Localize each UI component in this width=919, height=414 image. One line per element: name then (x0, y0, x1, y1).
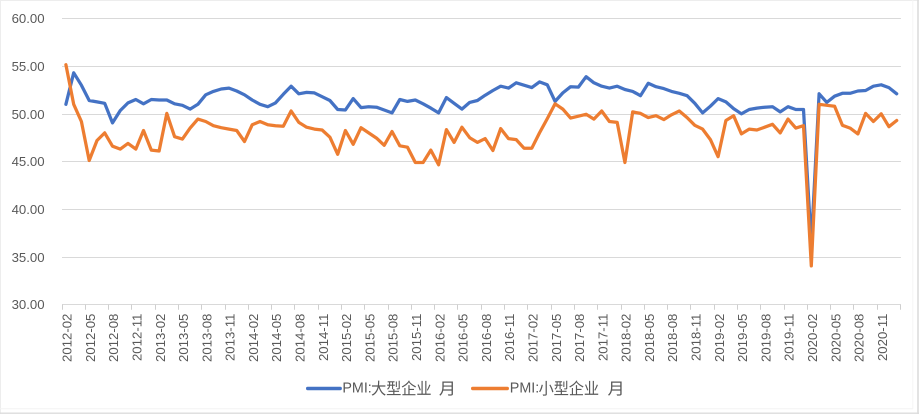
svg-text:2016-05: 2016-05 (456, 314, 471, 362)
svg-text:50.00: 50.00 (12, 107, 45, 122)
svg-text:2012-11: 2012-11 (130, 314, 145, 361)
svg-text:2012-02: 2012-02 (60, 314, 75, 362)
svg-text:2019-11: 2019-11 (782, 314, 797, 361)
svg-text:35.00: 35.00 (12, 250, 45, 265)
svg-text:2018-11: 2018-11 (689, 314, 704, 361)
svg-text:2019-02: 2019-02 (712, 314, 727, 362)
svg-text:2013-05: 2013-05 (176, 314, 191, 362)
svg-text:PMI:: PMI: (342, 380, 371, 396)
svg-text:2016-11: 2016-11 (502, 314, 517, 361)
svg-text:2019-05: 2019-05 (735, 314, 750, 362)
svg-text:2014-11: 2014-11 (316, 314, 331, 361)
svg-text:2017-08: 2017-08 (572, 314, 587, 362)
svg-text:2020-11: 2020-11 (875, 314, 890, 361)
svg-text:2016-08: 2016-08 (479, 314, 494, 362)
svg-text:2014-08: 2014-08 (293, 314, 308, 362)
svg-text:2013-11: 2013-11 (223, 314, 238, 361)
svg-text:40.00: 40.00 (12, 202, 45, 217)
svg-text:2013-08: 2013-08 (199, 314, 214, 362)
svg-text:30.00: 30.00 (12, 297, 45, 312)
svg-text:2016-02: 2016-02 (432, 314, 447, 362)
svg-text:2018-05: 2018-05 (642, 314, 657, 362)
svg-text:2017-11: 2017-11 (595, 314, 610, 361)
svg-text:2017-05: 2017-05 (549, 314, 564, 362)
svg-text:2018-08: 2018-08 (665, 314, 680, 362)
svg-text:2019-08: 2019-08 (758, 314, 773, 362)
svg-text:2014-02: 2014-02 (246, 314, 261, 362)
svg-text:2020-08: 2020-08 (852, 314, 867, 362)
svg-text:PMI:: PMI: (510, 380, 539, 396)
svg-text:45.00: 45.00 (12, 154, 45, 169)
svg-text:55.00: 55.00 (12, 59, 45, 74)
svg-text:2012-05: 2012-05 (83, 314, 98, 362)
svg-text:2020-02: 2020-02 (805, 314, 820, 362)
svg-text:2015-08: 2015-08 (386, 314, 401, 362)
svg-text:2013-02: 2013-02 (153, 314, 168, 362)
svg-text:2015-05: 2015-05 (362, 314, 377, 362)
svg-text:2012-08: 2012-08 (106, 314, 121, 362)
svg-text:2017-02: 2017-02 (526, 314, 541, 362)
svg-text:60.00: 60.00 (12, 11, 45, 26)
svg-text:2014-05: 2014-05 (269, 314, 284, 362)
svg-text:2018-02: 2018-02 (619, 314, 634, 362)
svg-text:2015-02: 2015-02 (339, 314, 354, 362)
svg-text:2020-05: 2020-05 (828, 314, 843, 362)
svg-text:2015-11: 2015-11 (409, 314, 424, 361)
